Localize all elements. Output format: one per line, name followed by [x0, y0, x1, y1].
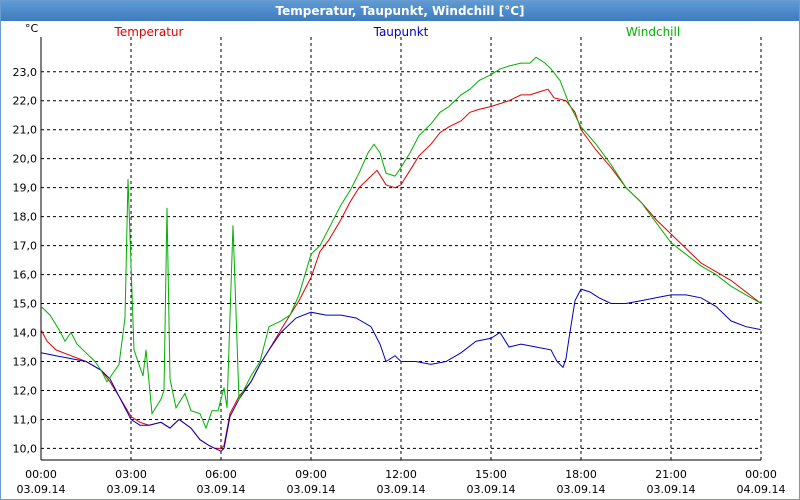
y-tick-label: 13,0	[13, 355, 38, 368]
x-tick-date: 03.09.14	[17, 483, 66, 496]
x-tick-time: 09:00	[295, 468, 327, 481]
x-tick-date: 03.09.14	[467, 483, 516, 496]
series-line-windchill	[40, 56, 762, 430]
y-tick-label: 17,0	[13, 240, 38, 253]
x-tick-date: 03.09.14	[197, 483, 246, 496]
x-tick-date: 04.09.14	[737, 483, 786, 496]
y-tick-label: 10,0	[13, 442, 38, 455]
x-tick-date: 03.09.14	[107, 483, 156, 496]
window-title: Temperatur, Taupunkt, Windchill [°C]	[1, 1, 799, 21]
x-tick-time: 15:00	[475, 468, 507, 481]
y-tick-label: 18,0	[13, 211, 38, 224]
x-tick-time: 12:00	[385, 468, 417, 481]
x-tick-date: 03.09.14	[647, 483, 696, 496]
y-tick-label: 14,0	[13, 327, 38, 340]
x-tick-time: 21:00	[655, 468, 687, 481]
y-tick-label: 19,0	[13, 182, 38, 195]
y-tick-label: 20,0	[13, 153, 38, 166]
x-tick-time: 03:00	[115, 468, 147, 481]
y-tick-label: 12,0	[13, 384, 38, 397]
x-tick-time: 06:00	[205, 468, 237, 481]
x-tick-date: 03.09.14	[557, 483, 606, 496]
y-tick-label: 15,0	[13, 298, 38, 311]
series-line-temperatur	[40, 88, 762, 449]
y-tick-label: 23,0	[13, 66, 38, 79]
legend-windchill: Windchill	[626, 25, 680, 39]
x-tick-time: 18:00	[565, 468, 597, 481]
y-tick-label: 16,0	[13, 269, 38, 282]
legend-temperatur: Temperatur	[114, 25, 184, 39]
legend-taupunkt: Taupunkt	[373, 25, 429, 39]
series-line-taupunkt	[40, 288, 762, 452]
y-tick-label: 11,0	[13, 413, 38, 426]
line-chart: °C 10,0 11,0 12,0 13,0 14,0 15,0 16,0 17,0 18,0 19…	[13, 22, 786, 496]
y-tick-label: 21,0	[13, 124, 38, 137]
x-tick-time: 00:00	[25, 468, 57, 481]
x-tick-date: 03.09.14	[377, 483, 426, 496]
x-tick-date: 03.09.14	[287, 483, 336, 496]
y-tick-label: 22,0	[13, 95, 38, 108]
x-tick-time: 00:00	[745, 468, 777, 481]
y-unit-label: °C	[25, 22, 39, 35]
